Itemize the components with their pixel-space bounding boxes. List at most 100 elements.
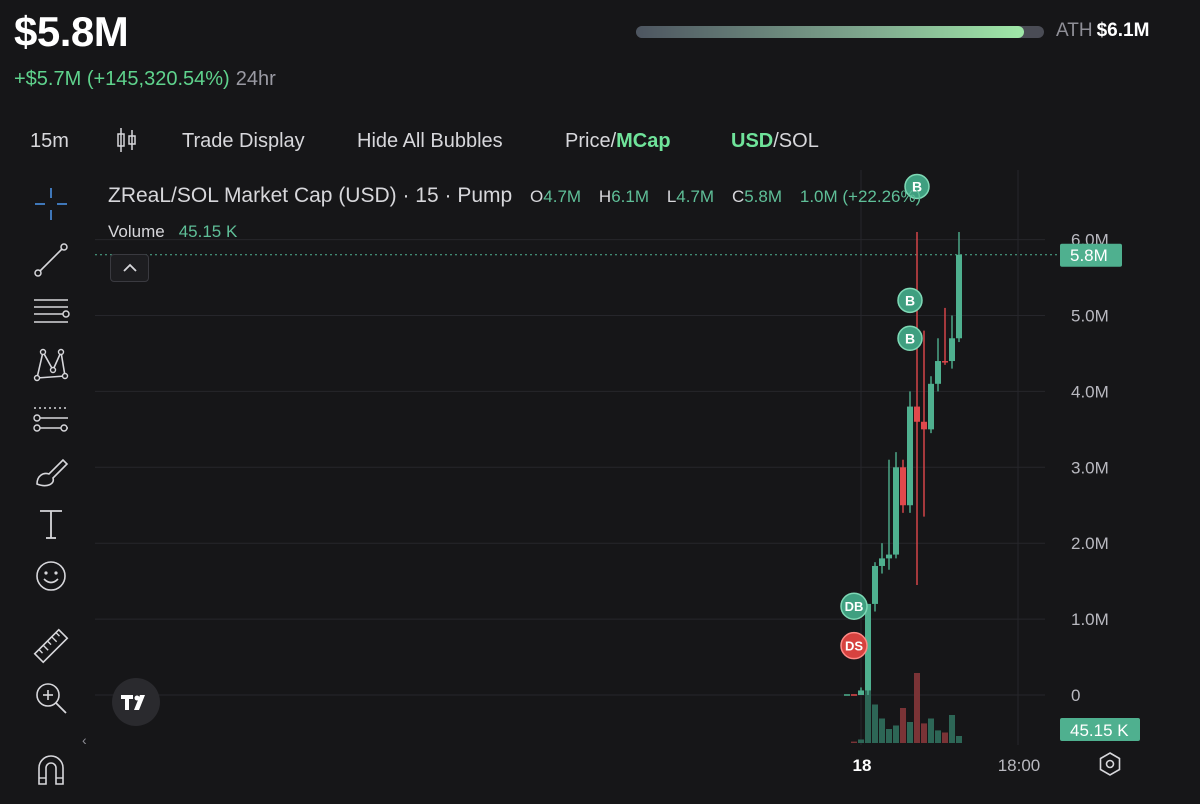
close-value: 5.8M (744, 187, 783, 206)
volume-tag-label: 45.15 K (1070, 721, 1129, 740)
ath-label: ATH (1056, 20, 1093, 41)
candle-body (928, 383, 934, 430)
mcap-option: MCap (616, 130, 671, 152)
market-cap-value: $5.8M (14, 8, 129, 55)
ath-display: ATH $6.1M (1056, 20, 1149, 42)
volume-bar (921, 723, 927, 743)
open-label: O (530, 187, 544, 206)
close-label: C (731, 187, 745, 206)
chart-toolbar: 15m Trade Display Hide All Bubbles Price… (0, 120, 1200, 164)
volume-legend: Volume 45.15 K (108, 222, 237, 242)
candle-body (949, 338, 955, 362)
forecast-icon[interactable] (31, 398, 71, 438)
volume-bar (907, 722, 913, 743)
interval-selector[interactable]: 15m (30, 130, 69, 152)
bubble-label: B (905, 292, 915, 308)
candle-body (886, 554, 892, 559)
settings-icon[interactable] (1097, 751, 1123, 777)
volume-bar (879, 718, 885, 743)
open-value: 4.7M (543, 187, 582, 206)
collapse-legend-button[interactable] (110, 254, 149, 282)
ath-progress-bar (636, 26, 1044, 38)
change-period: 24hr (235, 68, 276, 90)
y-tick-label: 0 (1071, 686, 1080, 705)
buy-bubble (897, 325, 923, 352)
pattern-icon[interactable] (31, 344, 71, 384)
tradingview-logo[interactable] (112, 678, 160, 726)
market-cap-change: +$5.7M (+145,320.54%) 24hr (14, 68, 276, 91)
chart-legend: ZReaL/SOL Market Cap (USD) · 15 · Pump O… (108, 184, 921, 208)
hide-bubbles-button[interactable]: Hide All Bubbles (357, 130, 503, 152)
candlestick-icon[interactable] (116, 126, 138, 160)
volume-label: Volume (108, 222, 165, 241)
y-tick-label: 1.0M (1071, 610, 1109, 629)
low-value: 4.7M (676, 187, 715, 206)
current-price-tag (1060, 243, 1122, 267)
chevron-up-icon (122, 263, 137, 272)
y-tick-label: 5.0M (1071, 307, 1109, 326)
candle-body (879, 558, 885, 566)
sell-bubble (840, 631, 868, 660)
trade-display-button[interactable]: Trade Display (182, 130, 305, 152)
currency-toggle[interactable]: USD/SOL (731, 130, 819, 153)
ath-value: $6.1M (1096, 20, 1150, 41)
drawing-tools-sidebar (0, 170, 95, 804)
volume-bar (858, 739, 864, 743)
y-tick-label: 3.0M (1071, 458, 1109, 477)
buy-bubble (840, 592, 868, 620)
ath-progress-fill (636, 26, 1024, 38)
candle-body (865, 603, 871, 691)
candle-body (942, 361, 948, 363)
candle-body (956, 254, 962, 339)
sol-option: /SOL (773, 130, 819, 152)
volume-bar (893, 725, 899, 743)
zoom-in-icon[interactable] (31, 678, 71, 718)
change-amount: +$5.7M (+145,320.54%) (14, 68, 230, 90)
magnet-icon[interactable] (31, 750, 71, 790)
buy-bubble (904, 173, 930, 200)
brush-icon[interactable] (31, 452, 71, 492)
usd-option: USD (731, 130, 774, 152)
candle-body (914, 406, 920, 422)
volume-bar (914, 673, 920, 743)
low-label: L (666, 187, 677, 206)
volume-bar (956, 736, 962, 743)
volume-bar (872, 704, 878, 743)
x-tick-label: 18 (853, 756, 872, 775)
candle-body (907, 406, 913, 506)
candle-body (893, 467, 899, 555)
y-tick-label: 2.0M (1071, 534, 1109, 553)
chevron-left-icon[interactable]: ‹ (82, 732, 87, 748)
x-tick-label: 18:00 (998, 756, 1041, 775)
fib-lines-icon[interactable] (31, 292, 71, 332)
price-mcap-toggle[interactable]: Price/MCap (565, 130, 671, 153)
header: $5.8M +$5.7M (+145,320.54%) 24hr ATH $6.1M (0, 0, 1200, 110)
high-label: H (598, 187, 612, 206)
volume-bar (935, 730, 941, 743)
volume-bar (865, 673, 871, 743)
text-icon[interactable] (31, 504, 71, 544)
bubble-label: DB (845, 599, 864, 614)
volume-bar (928, 718, 934, 743)
candle-change: 1.0M (+22.26%) (799, 187, 922, 206)
trendline-icon[interactable] (31, 240, 71, 280)
candle-body (900, 467, 906, 506)
buy-bubble (897, 287, 923, 314)
volume-bar (900, 708, 906, 743)
volume-bar (886, 729, 892, 743)
candle-body (872, 565, 878, 604)
ruler-icon[interactable] (31, 626, 71, 666)
volume-tag (1060, 718, 1140, 741)
emoji-icon[interactable] (31, 556, 71, 596)
candle-body (935, 361, 941, 384)
volume-bar (942, 732, 948, 743)
price-option: Price/ (565, 130, 617, 152)
symbol-title: ZReaL/SOL Market Cap (USD) · 15 · Pump (108, 184, 513, 207)
crosshair-icon[interactable] (31, 184, 71, 224)
candle-body (858, 690, 864, 695)
bubble-label: B (912, 178, 922, 194)
current-price-label: 5.8M (1070, 246, 1108, 265)
bubble-label: B (905, 330, 915, 346)
